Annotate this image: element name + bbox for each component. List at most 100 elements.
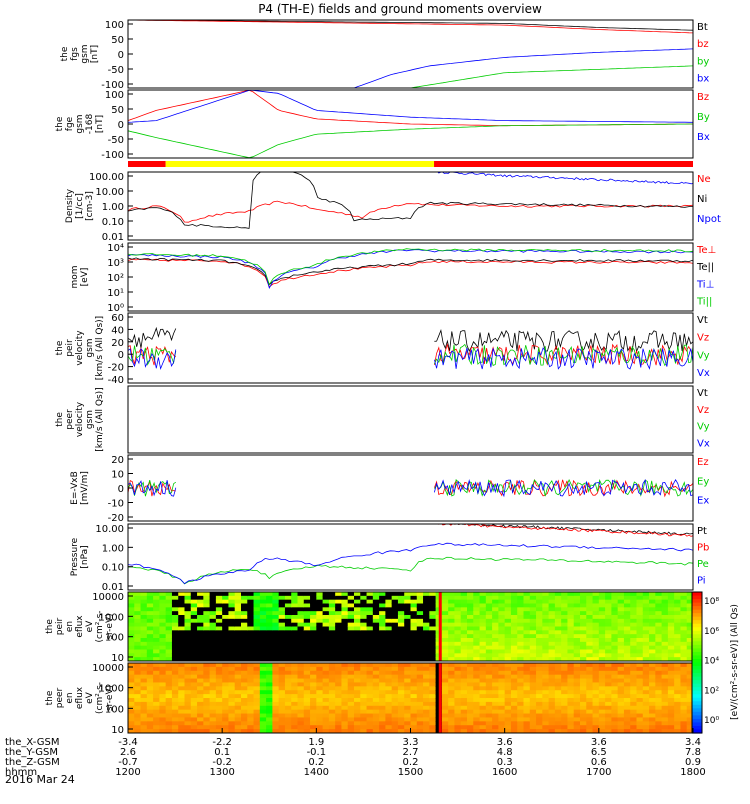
panel-frame <box>127 454 694 522</box>
colorbar-swatch <box>692 644 702 649</box>
series-line-by <box>128 65 693 88</box>
colorbar-swatch <box>692 627 702 632</box>
panel-10: 10000 1000 100 10 the peer en eflux eV (cm²-s-sr-… <box>45 662 694 736</box>
series-group <box>128 478 693 498</box>
colorbar-swatch <box>692 729 702 734</box>
y-axis-label: [eV] <box>80 268 90 287</box>
colorbar-swatch <box>692 690 702 695</box>
series-group <box>128 172 693 229</box>
legend-entry: Vy <box>697 350 710 361</box>
y-tick-label: 60 <box>111 313 124 324</box>
legend-entry: Vx <box>697 439 710 450</box>
chart-title: P4 (TH-E) fields and ground moments over… <box>258 2 542 16</box>
y-tick-label: 10 <box>111 653 124 664</box>
legend-entry: Bz <box>697 92 709 103</box>
colorbar-swatch <box>692 634 702 639</box>
legend-entry: Pt <box>697 526 707 537</box>
x-tick-label: 1300 <box>209 767 234 778</box>
boundary-marker <box>438 663 442 733</box>
x-tick-label: 1.9 <box>308 737 324 748</box>
legend-entry: Vt <box>697 388 708 399</box>
y-axis-label: fgs <box>70 47 80 61</box>
series-line-By <box>128 123 693 158</box>
y-tick-label: 100 <box>105 90 124 101</box>
y-tick-label: 20 <box>111 455 124 466</box>
y-tick-label: 0.10 <box>102 217 124 228</box>
y-tick-label: -50 <box>108 135 124 146</box>
y-tick-label: 0.10 <box>102 563 124 574</box>
legend-entry: Vz <box>697 333 709 344</box>
series-line-Vz <box>434 343 693 366</box>
colorbar-swatch <box>692 655 702 660</box>
y-tick-label: -40 <box>108 375 124 386</box>
y-tick-label: 40 <box>111 325 124 336</box>
x-row-label: the_Y-GSM <box>5 747 58 758</box>
series-line-Vx <box>128 347 177 371</box>
colorbar-swatch <box>692 680 702 685</box>
y-axis-label: the <box>45 690 55 705</box>
spectrogram <box>128 663 693 733</box>
series-line-Bt <box>128 20 693 31</box>
x-tick-label: 3.6 <box>591 737 607 748</box>
y-tick-label: 10³ <box>107 258 124 269</box>
x-tick-label: 0.3 <box>497 757 513 768</box>
series-line-Ti⊥ <box>128 249 693 290</box>
colorbar-swatch <box>692 630 702 635</box>
legend-entry: Pe <box>697 559 709 570</box>
x-tick-label: -3.4 <box>118 737 138 748</box>
colorbar-swatch <box>692 637 702 642</box>
legend-entry: Ti|| <box>696 296 712 307</box>
legend-entry: Npot <box>697 214 721 225</box>
x-tick-label: 7.8 <box>685 747 701 758</box>
colorbar: 10⁸ 10⁶ 10⁴ 10² 10⁰ [eV/(cm²-s-sr-eV)] (All Q… <box>691 591 740 734</box>
y-tick-label: -20 <box>108 513 124 524</box>
x-tick-label: 2.6 <box>120 747 136 758</box>
y-tick-label: 100 <box>105 633 124 644</box>
y-axis-label: [nT] <box>95 115 105 133</box>
y-tick-label: 1.00 <box>102 543 124 554</box>
legend-entry: Ex <box>697 496 709 507</box>
panel-frame <box>127 312 694 384</box>
x-tick-label: -0.2 <box>212 757 232 768</box>
colorbar-tick-label: 10⁰ <box>704 716 719 726</box>
y-tick-label: 20 <box>111 338 124 349</box>
colorbar-swatch <box>692 595 702 600</box>
colorbar-swatch <box>692 701 702 706</box>
y-axis-label: gsm <box>75 114 85 133</box>
y-axis-label: peir <box>55 617 65 635</box>
panel-7: 20 10 0 -10 -20 E=-VxB [mV/m] Ez Ey Ex <box>70 454 709 524</box>
x-row-label: the_X-GSM <box>5 737 59 748</box>
series-line-bz <box>128 20 693 34</box>
y-axis-label: the <box>45 619 55 634</box>
colorbar-swatch <box>692 648 702 653</box>
colorbar-swatch <box>692 708 702 713</box>
x-tick-label: 0.9 <box>685 757 701 768</box>
y-axis-label: Pressure <box>70 537 80 576</box>
y-axis-label: peer <box>55 687 65 708</box>
panel-1: 100 50 0 -50 -100 the fgs gsm [nT] Bt bz by bx <box>60 19 709 91</box>
colorbar-swatch <box>692 718 702 724</box>
legend-entry: Bx <box>697 132 710 143</box>
panel-9: 10000 1000 100 10 the peir en eflux eV (cm²-s-sr-… <box>45 591 694 664</box>
series-line-Bz <box>128 90 693 127</box>
x-tick-label: 1500 <box>398 767 423 778</box>
y-tick-label: -50 <box>108 65 124 76</box>
y-tick-label: -20 <box>108 363 124 374</box>
colorbar-tick-label: 10⁶ <box>704 627 719 637</box>
y-tick-label: 0.01 <box>102 232 124 243</box>
y-tick-label: 10 <box>111 725 124 736</box>
y-axis-label: [mV/m] <box>80 471 90 505</box>
y-tick-label: 10⁴ <box>107 243 124 254</box>
series-line-Ni <box>128 172 693 229</box>
y-axis-label: gsm <box>85 338 95 357</box>
y-tick-label: 10 <box>111 470 124 481</box>
y-axis-label: [km/s (All Qs)] <box>95 316 105 380</box>
y-tick-label: 1000 <box>99 612 124 623</box>
colorbar-swatch <box>692 704 702 709</box>
y-axis-label: the <box>55 116 65 131</box>
series-line-Pe <box>128 556 693 585</box>
y-tick-label: 10.00 <box>95 524 124 535</box>
colorbar-swatch <box>692 616 702 621</box>
y-axis-label: gsm <box>80 44 90 63</box>
